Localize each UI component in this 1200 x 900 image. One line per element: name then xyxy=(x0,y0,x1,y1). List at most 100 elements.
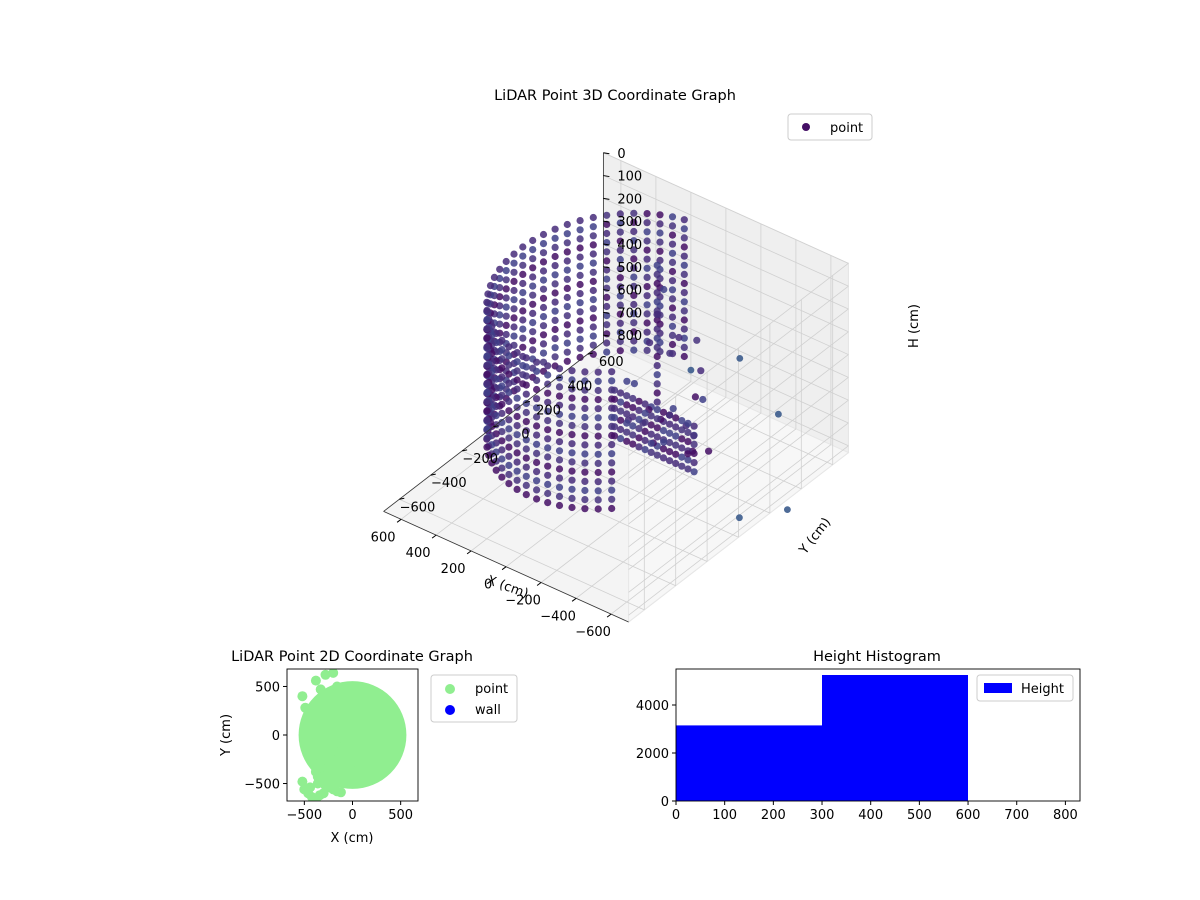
chart3d-point xyxy=(594,468,602,477)
chart3d-point xyxy=(544,398,552,406)
chart3d-ztick xyxy=(603,334,610,337)
chart3d-point xyxy=(653,406,661,414)
chart3d-gridline-z xyxy=(603,243,849,355)
chart3d-point xyxy=(555,492,564,500)
chart3d-point xyxy=(589,296,597,304)
chart2d-point xyxy=(328,669,339,678)
chart3d-point xyxy=(505,452,513,460)
chart3d-point xyxy=(623,392,631,400)
chart2d-xlabel: X (cm) xyxy=(331,831,374,846)
chart3d-point xyxy=(594,368,602,376)
chart2d-point xyxy=(323,700,334,711)
chart3d-point xyxy=(529,337,537,345)
chart3d-point xyxy=(699,395,707,404)
chart3d-point xyxy=(617,425,625,434)
chart3d-point xyxy=(505,361,513,369)
chart3d-point xyxy=(505,425,513,433)
chart3d-point xyxy=(643,346,651,354)
chart3d-point xyxy=(529,255,537,263)
chart3d-gridline-z xyxy=(603,152,849,264)
chart3d-point xyxy=(581,459,589,467)
chart3d-point xyxy=(522,363,530,371)
chart3d-point xyxy=(603,312,611,320)
chart3d-point xyxy=(522,436,530,444)
chart3d-point xyxy=(660,438,668,446)
chart3d-point xyxy=(576,308,584,316)
chart3d-point xyxy=(563,330,571,338)
chart3d-ytick xyxy=(493,425,499,428)
chart3d-point xyxy=(629,422,637,430)
chart3d-point xyxy=(522,408,530,417)
chart3d-point xyxy=(513,412,521,421)
chart3d-point xyxy=(616,255,624,264)
chart3d-point xyxy=(668,331,677,339)
chart2d-point xyxy=(309,759,319,770)
chart3d-point xyxy=(608,422,616,430)
chart3d-point xyxy=(659,427,668,435)
chart3d-point xyxy=(533,468,541,476)
chart3d-point xyxy=(653,380,661,388)
chart3d-point xyxy=(668,286,677,294)
chart3d-point xyxy=(643,301,651,309)
chart3d-point xyxy=(643,310,651,318)
chart3d-ytick-label: −400 xyxy=(431,476,467,491)
chart3d-point-outlier xyxy=(775,410,782,418)
chart2d-point xyxy=(334,759,344,770)
chart3d-point xyxy=(672,414,680,422)
chart3d-ztick-label: 500 xyxy=(617,261,642,276)
chart3d-point xyxy=(608,413,616,421)
chart3d-point xyxy=(563,248,571,256)
chart3d-point xyxy=(641,436,649,445)
chart3d-point xyxy=(483,343,491,351)
chart3d-point xyxy=(505,434,513,442)
chart3d-point xyxy=(510,332,518,340)
chart2d-point xyxy=(309,745,319,756)
chart-histogram: Height Histogram 0 100 200 300 400 500 600 700 8… xyxy=(636,649,1081,823)
chart3d-point xyxy=(680,289,688,297)
chart3d-point xyxy=(551,234,559,242)
chart3d-point xyxy=(653,298,661,306)
chart3d-point xyxy=(603,220,611,228)
chart3d-point xyxy=(680,234,688,242)
chart3d-point xyxy=(629,440,637,448)
chart3d-point xyxy=(510,268,518,276)
chart3d-point xyxy=(568,503,576,512)
chart2d-point xyxy=(345,764,356,775)
chart3d-point xyxy=(666,411,674,419)
chart3d-point xyxy=(544,371,552,379)
chart3d-point xyxy=(555,474,564,482)
chart3d-point xyxy=(630,337,638,345)
chart2d-axes: −500 0 500 −500 0 500 xyxy=(244,668,419,823)
chart3d-point xyxy=(680,352,688,361)
chart3d-gridline-y xyxy=(430,474,676,587)
chart3d-point-outlier xyxy=(784,506,791,513)
chart3d-point xyxy=(608,468,616,476)
chart3d-gridline-z xyxy=(628,331,849,502)
chart3d-point xyxy=(653,270,661,278)
chart3d-point xyxy=(498,400,506,408)
chart3d-point xyxy=(533,431,541,439)
chart3d-point xyxy=(502,276,510,284)
chart3d-point xyxy=(647,430,655,438)
chart3d-point xyxy=(608,504,616,513)
chart3d-point xyxy=(529,319,537,327)
chart3d-point xyxy=(502,285,510,293)
chart3d-point xyxy=(483,416,491,424)
chart3d-point xyxy=(483,334,491,342)
chart3d-point xyxy=(635,434,643,442)
chart3d-point xyxy=(653,289,661,297)
chart3d-point xyxy=(529,346,537,354)
chart3d-point xyxy=(576,344,584,352)
histogram-ytick-label: 2000 xyxy=(636,747,669,762)
chart3d-xtick-label: 200 xyxy=(441,562,466,577)
chart3d-point xyxy=(539,249,548,257)
chart3d-point xyxy=(594,487,602,495)
chart3d-point xyxy=(589,250,597,258)
chart3d-point xyxy=(617,416,625,424)
chart3d-point xyxy=(589,268,597,276)
chart3d-point xyxy=(519,261,527,269)
chart3d-point xyxy=(647,439,655,447)
chart3d-point xyxy=(563,321,571,329)
chart3d-point xyxy=(519,252,527,260)
chart3d-point xyxy=(623,428,631,436)
